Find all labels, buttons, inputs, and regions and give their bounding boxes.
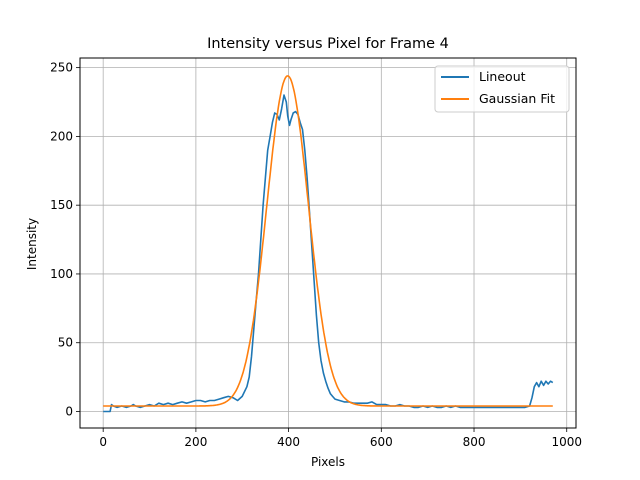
series-line-lineout: [103, 94, 554, 413]
y-tick-label: 250: [50, 61, 73, 75]
chart-title: Intensity versus Pixel for Frame 4: [207, 36, 449, 52]
series-line-gaussian-fit: [103, 75, 553, 407]
y-tick-label: 150: [50, 198, 73, 212]
y-tick-label: 0: [65, 404, 73, 418]
plot-area: 0 200 400 600 800 1000 0 50 100 150 200 250: [50, 57, 582, 449]
axes-background: [80, 58, 576, 428]
x-tick-label: 1000: [551, 435, 582, 449]
y-axis-label: Intensity: [25, 218, 39, 270]
legend: Lineout Gaussian Fit: [434, 65, 570, 113]
y-tick-label: 100: [50, 267, 73, 281]
x-tick-label: 400: [277, 435, 300, 449]
x-tick-label: 800: [463, 435, 486, 449]
axes-frame: [79, 57, 577, 429]
x-axis-label: Pixels: [311, 455, 345, 469]
x-tick-label: 0: [99, 435, 107, 449]
legend-label-gaussian-fit: Gaussian Fit: [479, 91, 555, 106]
x-tick-label: 600: [370, 435, 393, 449]
y-tick-label: 200: [50, 129, 73, 143]
axis-ticks: 0 200 400 600 800 1000 0 50 100 150 200 250: [50, 61, 582, 449]
series-layer: [103, 75, 554, 413]
x-tick-label: 200: [184, 435, 207, 449]
y-tick-label: 50: [58, 336, 73, 350]
legend-label-lineout: Lineout: [479, 69, 526, 84]
